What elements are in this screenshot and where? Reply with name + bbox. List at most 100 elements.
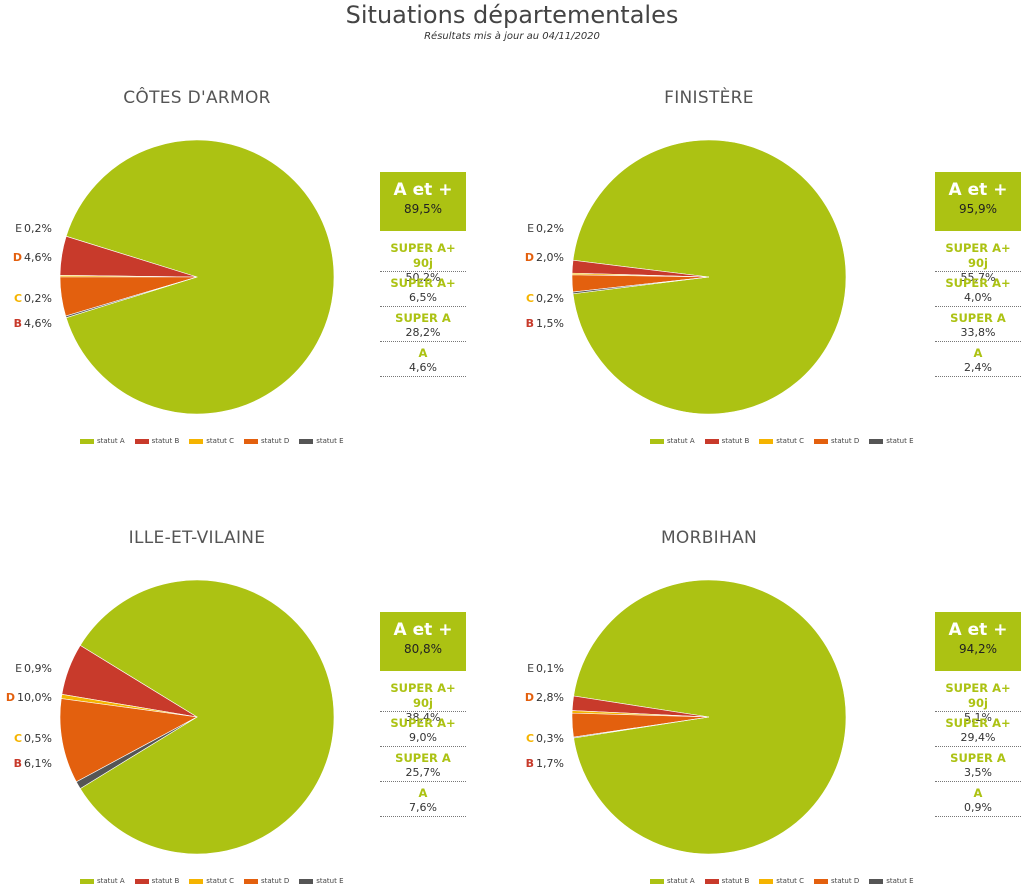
stat-row: SUPER A+ 90j 50,2% [380,237,466,284]
legend-swatch [650,438,664,444]
legend-swatch [814,438,828,444]
stat-row: A 7,6% [380,782,466,817]
slice-value: 1,5% [536,317,564,330]
stats-panel: A et + 80,8% SUPER A+ 90j 38,4% SUPER A+ 9,0%… [380,612,466,817]
stat-label: SUPER A [950,311,1006,325]
stat-value: 0,9% [964,801,992,814]
legend-label: statut A [667,437,695,445]
legend-label: statut D [831,877,860,885]
legend-swatch [244,878,258,884]
pie-slice-a [65,139,335,415]
legend-label: statut C [776,437,804,445]
stat-value: 28,2% [405,326,441,339]
stat-row: A 4,6% [380,342,466,377]
slice-value: 0,2% [24,292,52,305]
legend-label: statut E [316,877,344,885]
legend-item: statut E [869,437,914,445]
legend-label: statut B [721,877,750,885]
stat-row: SUPER A+ 6,5% [380,272,466,307]
legend-item: statut A [650,877,695,885]
legend-swatch [650,878,664,884]
slice-label-e: E 0,2% [502,222,564,235]
legend-swatch [759,438,774,444]
pie-slice-e [65,276,198,319]
legend-label: statut A [97,877,125,885]
stat-row: SUPER A 28,2% [380,307,466,342]
slice-label-e: E 0,2% [0,222,52,235]
slice-value: 1,7% [536,757,564,770]
legend-label: statut D [831,437,860,445]
slice-label-e: E 0,9% [0,662,52,675]
stat-label: A [973,346,983,360]
slice-value: 2,8% [536,691,564,704]
legend-label: statut E [886,877,914,885]
slice-value: 0,1% [536,662,564,675]
stat-value: 25,7% [405,766,441,779]
stat-value: 50,2% [405,271,441,284]
stat-value: 55,7% [960,271,996,284]
legend-item: statut A [650,437,695,445]
legend-item: statut A [80,437,125,445]
legend-label: statut C [206,877,234,885]
slice-label-d: D 2,0% [502,251,564,264]
legend-item: statut C [189,877,234,885]
slice-value: 0,9% [24,662,52,675]
legend-swatch [134,878,149,884]
stat-label: SUPER A [395,751,451,765]
legend-item: statut A [80,877,125,885]
legend-item: statut C [759,877,804,885]
legend-label: statut E [886,437,914,445]
stat-value: 5,1% [964,711,992,724]
legend-swatch [704,878,719,884]
legend-swatch [80,878,94,884]
legend: statut A statut B statut C statut D statut E [650,437,914,445]
stat-row: SUPER A+ 9,0% [380,712,466,747]
legend-item: statut C [189,437,234,445]
stat-value: 33,8% [960,326,996,339]
legend-label: statut D [261,877,290,885]
pie-slice-d [59,698,198,783]
pie-slice-e [572,276,710,295]
slice-label-c: C 0,5% [0,732,52,745]
legend: statut A statut B statut C statut D statut E [650,877,914,885]
slice-value: 0,5% [24,732,52,745]
chart-panel: ILLE-ET-VILAINE E 0,9% D 10,0% C 0,5% B 6,1% stat… [0,440,512,885]
stats-box: A et + 89,5% [380,172,466,231]
stat-row: SUPER A+ 90j 38,4% [380,677,466,724]
stat-value: 2,4% [964,361,992,374]
stat-row: SUPER A 33,8% [935,307,1021,342]
stats-box: A et + 95,9% [935,172,1021,231]
legend-label: statut C [776,877,804,885]
legend-swatch [299,878,314,884]
legend-swatch [134,438,149,444]
stats-box-value: 95,9% [958,202,998,216]
stat-label: SUPER A+ 90j [390,241,456,270]
legend-item: statut E [869,877,914,885]
slice-letter: B [13,317,23,330]
stats-box: A et + 80,8% [380,612,466,671]
slice-label-e: E 0,1% [502,662,564,675]
page-title: Situations départementales [345,1,679,29]
slice-letter: D [524,691,535,704]
slice-label-c: C 0,2% [502,292,564,305]
slice-value: 4,6% [24,251,52,264]
legend-swatch [299,438,314,444]
stats-box-label: A et + [393,620,453,640]
chart-title: CÔTES D'ARMOR [123,88,271,108]
slice-letter: E [527,222,535,235]
stat-label: SUPER A+ 90j [945,241,1011,270]
stats-box-value: 89,5% [403,202,443,216]
stat-label: SUPER A+ [945,276,1011,290]
legend-swatch [244,438,258,444]
stat-row: SUPER A+ 90j 55,7% [935,237,1021,284]
stat-value: 7,6% [409,801,437,814]
stat-label: SUPER A+ 90j [390,681,456,710]
slice-letter: C [525,732,535,745]
stat-row: SUPER A+ 29,4% [935,712,1021,747]
legend: statut A statut B statut C statut D statut E [80,437,344,445]
stat-row: SUPER A 25,7% [380,747,466,782]
legend-swatch [759,878,774,884]
slice-label-b: B 1,7% [502,757,564,770]
slice-value: 2,0% [536,251,564,264]
slice-label-b: B 6,1% [0,757,52,770]
